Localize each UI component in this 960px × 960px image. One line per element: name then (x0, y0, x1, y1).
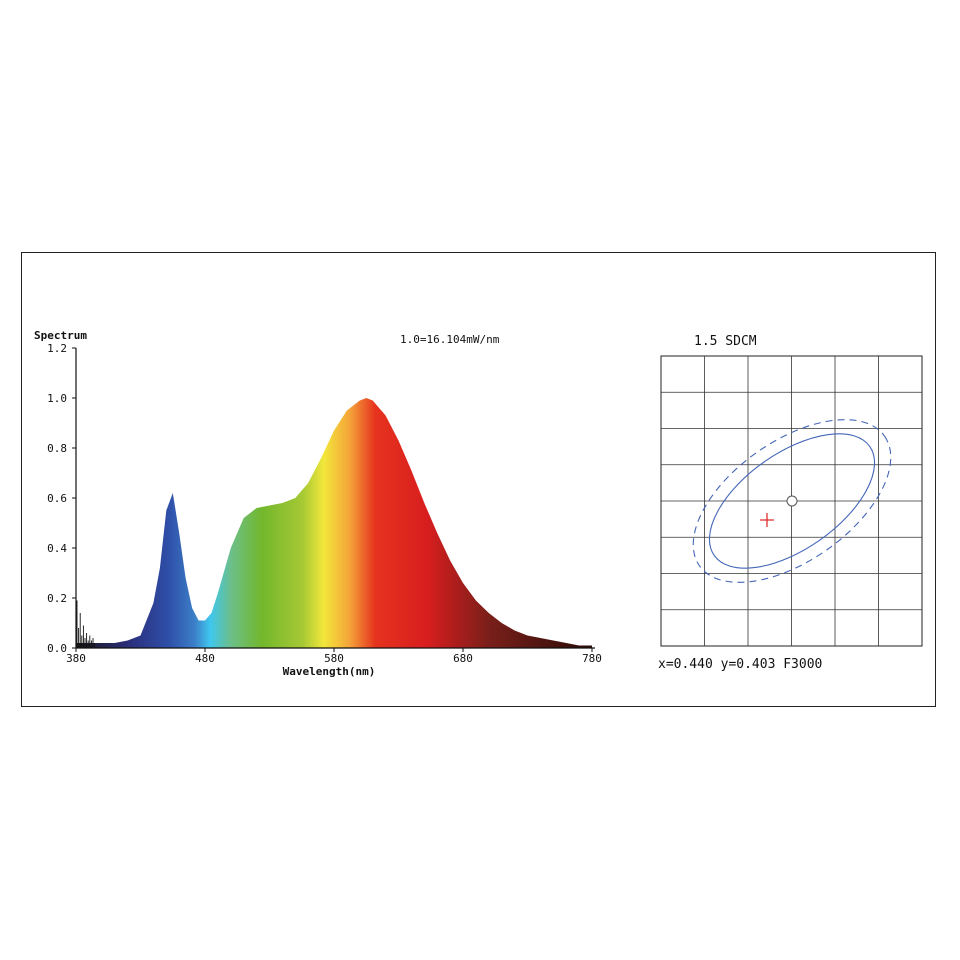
x-ticks: 380 480 580 680 780 (66, 648, 602, 665)
sdcm-title: 1.5 SDCM (694, 334, 757, 349)
y-tick-label: 0.2 (47, 592, 67, 605)
y-tick-label: 0.8 (47, 442, 67, 455)
sdcm-grid (661, 356, 922, 646)
y-tick-label: 1.0 (47, 392, 67, 405)
chromaticity-caption: x=0.440 y=0.403 F3000 (658, 657, 822, 672)
outer-sdcm-ellipse (692, 419, 892, 583)
spectrum-title: Spectrum (34, 329, 87, 342)
spectrum-noise (76, 600, 96, 648)
spectrum-area (76, 398, 592, 648)
measured-point-marker (760, 513, 774, 527)
target-point-marker (786, 495, 798, 507)
x-tick-label: 680 (453, 652, 473, 665)
x-tick-label: 480 (195, 652, 215, 665)
y-tick-label: 0.0 (47, 642, 67, 655)
sdcm-chart: 1.5 SDCM x=0.440 y=0.403 F3000 (658, 334, 923, 672)
y-tick-label: 0.6 (47, 492, 67, 505)
inner-sdcm-ellipse (708, 433, 876, 569)
y-tick-label: 1.2 (47, 342, 67, 355)
y-tick-label: 0.4 (47, 542, 67, 555)
scale-annotation: 1.0=16.104mW/nm (400, 333, 500, 346)
y-ticks: 0.0 0.2 0.4 0.6 0.8 1.0 1.2 (47, 342, 76, 655)
x-axis-label: Wavelength(nm) (283, 665, 376, 678)
x-tick-label: 580 (324, 652, 344, 665)
x-tick-label: 380 (66, 652, 86, 665)
chart-frame (21, 252, 936, 707)
x-tick-label: 780 (582, 652, 602, 665)
spectrum-chart: Spectrum 1.0=16.104mW/nm 0.0 0.2 0.4 0.6 0.8… (34, 329, 602, 678)
